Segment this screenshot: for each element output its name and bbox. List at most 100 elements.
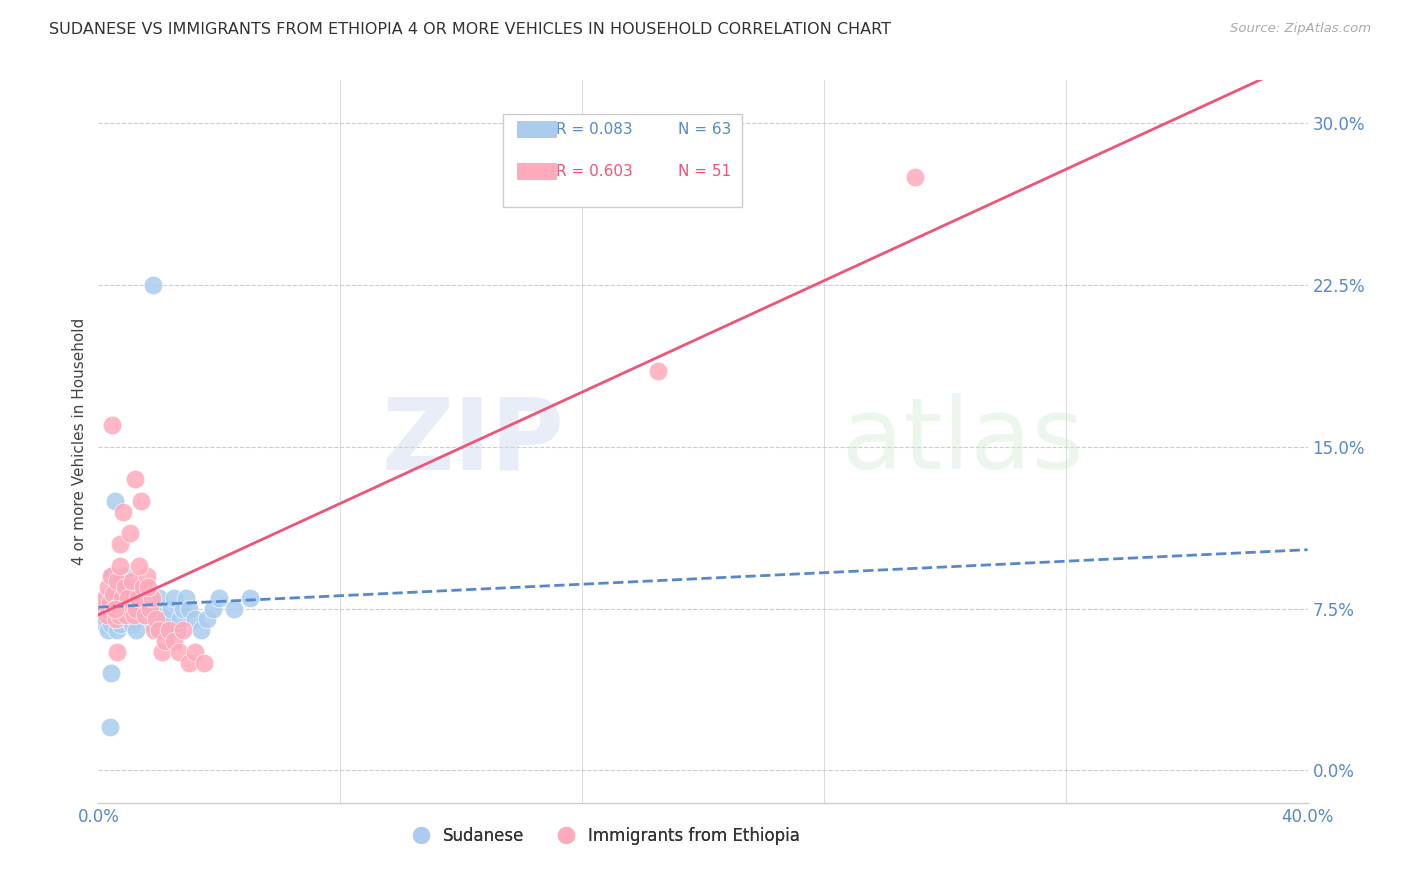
- Point: [121, 616, 143, 631]
- Text: N = 63: N = 63: [678, 121, 731, 136]
- Point: [153, 634, 176, 648]
- Point: [172, 624, 194, 638]
- Point: [193, 656, 215, 670]
- Point: [108, 558, 131, 573]
- Point: [118, 580, 141, 594]
- Point: [145, 601, 167, 615]
- Point: [142, 278, 165, 293]
- Point: [163, 634, 186, 648]
- Point: [139, 601, 162, 615]
- Point: [124, 591, 146, 605]
- Point: [114, 591, 136, 605]
- Point: [122, 608, 145, 623]
- Legend: Sudanese, Immigrants from Ethiopia: Sudanese, Immigrants from Ethiopia: [413, 827, 800, 845]
- Point: [128, 558, 150, 573]
- Point: [208, 591, 231, 605]
- Point: [121, 574, 143, 588]
- Point: [100, 616, 122, 631]
- Point: [101, 586, 124, 600]
- Point: [125, 601, 148, 615]
- Text: R = 0.083: R = 0.083: [557, 121, 633, 136]
- Point: [202, 601, 225, 615]
- Point: [122, 608, 145, 623]
- Text: atlas: atlas: [842, 393, 1084, 490]
- Point: [166, 624, 188, 638]
- Point: [105, 574, 128, 588]
- Point: [93, 608, 115, 623]
- Point: [105, 645, 128, 659]
- Point: [100, 666, 122, 681]
- Point: [195, 612, 218, 626]
- Point: [132, 580, 155, 594]
- Point: [141, 591, 163, 605]
- Point: [108, 537, 131, 551]
- Point: [97, 624, 120, 638]
- Point: [112, 601, 135, 615]
- Point: [101, 601, 124, 615]
- Point: [115, 608, 138, 623]
- Point: [96, 608, 118, 623]
- Point: [98, 720, 121, 734]
- Point: [111, 591, 134, 605]
- Point: [100, 612, 122, 626]
- Point: [120, 601, 142, 615]
- Point: [179, 656, 201, 670]
- Point: [96, 591, 118, 605]
- Text: R = 0.603: R = 0.603: [557, 164, 633, 178]
- Point: [160, 601, 183, 615]
- Point: [150, 645, 173, 659]
- Point: [127, 580, 149, 594]
- Point: [103, 601, 125, 615]
- Point: [179, 601, 201, 615]
- Point: [98, 586, 121, 600]
- Point: [104, 493, 127, 508]
- Point: [134, 608, 156, 623]
- Point: [120, 601, 142, 615]
- Point: [139, 601, 162, 615]
- Point: [127, 591, 149, 605]
- Point: [94, 616, 117, 631]
- Point: [163, 591, 186, 605]
- Point: [111, 601, 134, 615]
- Point: [96, 601, 118, 615]
- Point: [129, 595, 152, 609]
- Point: [98, 595, 121, 609]
- Point: [167, 645, 190, 659]
- Point: [239, 591, 262, 605]
- Point: [135, 591, 157, 605]
- Point: [108, 616, 131, 631]
- Point: [114, 580, 136, 594]
- Point: [117, 591, 139, 605]
- Point: [120, 526, 142, 541]
- Point: [190, 624, 212, 638]
- Text: ZIP: ZIP: [381, 393, 564, 490]
- Point: [904, 170, 927, 185]
- Point: [647, 364, 669, 378]
- Point: [159, 624, 181, 638]
- Point: [104, 601, 127, 615]
- Point: [108, 580, 131, 594]
- Point: [104, 612, 127, 626]
- Point: [145, 612, 167, 626]
- Point: [94, 612, 117, 626]
- Point: [150, 624, 173, 638]
- Point: [110, 608, 132, 623]
- Point: [148, 624, 170, 638]
- Point: [153, 612, 176, 626]
- Point: [94, 591, 117, 605]
- Point: [184, 645, 207, 659]
- Point: [143, 624, 166, 638]
- Point: [104, 612, 127, 626]
- Point: [103, 580, 125, 594]
- Point: [136, 580, 159, 594]
- Point: [97, 580, 120, 594]
- Point: [111, 591, 134, 605]
- Point: [108, 612, 131, 626]
- Text: Source: ZipAtlas.com: Source: ZipAtlas.com: [1230, 22, 1371, 36]
- Point: [124, 472, 146, 486]
- Point: [136, 569, 159, 583]
- Text: N = 51: N = 51: [678, 164, 731, 178]
- Point: [108, 608, 131, 623]
- Point: [174, 591, 197, 605]
- Point: [129, 493, 152, 508]
